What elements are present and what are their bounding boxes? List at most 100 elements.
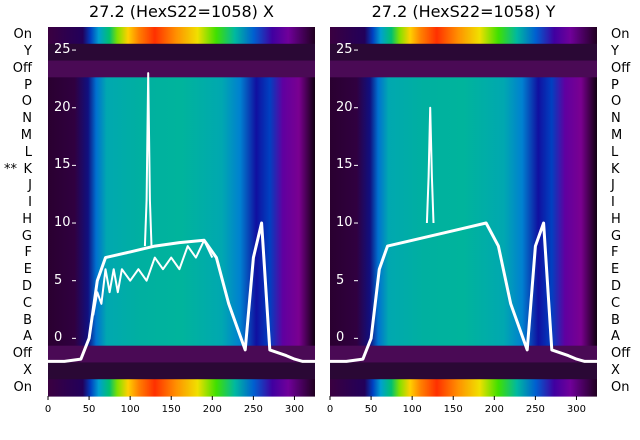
x-tick-label: 250: [525, 404, 545, 415]
row-label: Y: [611, 44, 619, 60]
row-label: G: [21, 228, 32, 244]
y-tick-label: 15: [336, 157, 353, 173]
row-label: L: [611, 144, 619, 160]
heatmap-row-y: [48, 43, 315, 62]
heatmap-row-b: [48, 312, 315, 330]
heatmap-row-d: [48, 278, 315, 296]
heatmap-row-p: [330, 77, 597, 95]
row-marker: **: [4, 161, 17, 177]
row-label: K: [611, 161, 620, 177]
row-label: Off: [611, 346, 631, 362]
y-tick-label: 10: [54, 215, 71, 231]
heatmap-row-on: [48, 27, 315, 45]
heatmap-row-c: [48, 295, 315, 313]
x-tick-label: 250: [243, 404, 263, 415]
x-tick-label: 300: [566, 404, 586, 415]
heatmap-row-y: [330, 43, 597, 62]
y-tick-label: 10: [336, 215, 353, 231]
series-line-0: [48, 221, 315, 363]
row-label: F: [24, 245, 32, 261]
x-tick-label: 0: [326, 404, 334, 415]
row-label: I: [611, 195, 615, 211]
series-line-1: [92, 239, 214, 316]
heatmap-row-m: [48, 127, 315, 146]
row-label: Off: [12, 346, 32, 362]
x-tick-label: 200: [202, 404, 222, 415]
heatmap-row-g: [48, 228, 315, 246]
heatmap-row-n: [330, 110, 597, 129]
x-tick-label: 150: [443, 404, 463, 415]
heatmap-row-p: [48, 77, 315, 95]
row-label: H: [22, 211, 32, 227]
row-label: M: [20, 128, 32, 144]
row-label: N: [22, 111, 32, 127]
heatmap-row-j: [330, 177, 597, 196]
row-label: L: [24, 144, 32, 160]
row-label: E: [611, 262, 620, 278]
heatmap-row-a: [330, 328, 597, 347]
row-label: C: [611, 295, 621, 311]
heatmap-row-h: [330, 211, 597, 229]
heatmap-row-n: [48, 110, 315, 129]
row-label: I: [28, 195, 32, 211]
heatmap-row-x: [48, 362, 315, 380]
row-label: C: [22, 295, 32, 311]
row-label: On: [611, 379, 630, 395]
x-tick-label: 50: [364, 404, 378, 415]
heatmap-row-x: [330, 362, 597, 380]
heatmap-row-o: [330, 94, 597, 112]
heatmap-row-l: [48, 144, 315, 162]
x-tick-label: 300: [284, 404, 304, 415]
heatmap-row-c: [330, 295, 597, 313]
row-label: On: [13, 27, 32, 43]
row-label: J: [28, 178, 32, 194]
row-label: E: [23, 262, 32, 278]
heatmap-row-off: [48, 345, 315, 364]
heatmap-row-on: [330, 27, 597, 45]
row-label: G: [611, 228, 622, 244]
heatmap-row-d: [330, 278, 597, 296]
y-tick-label: 15: [54, 157, 71, 173]
row-label: A: [611, 329, 620, 345]
row-label: P: [24, 77, 32, 93]
row-label: Off: [611, 60, 631, 76]
heatmap-row-k: [330, 161, 597, 179]
x-tick-label: 150: [161, 404, 181, 415]
row-label: D: [21, 278, 32, 294]
heatmap-row-a: [48, 328, 315, 347]
y-tick-label: 20: [336, 99, 353, 115]
row-label: Y: [24, 44, 32, 60]
row-label: N: [611, 111, 621, 127]
heatmap-row-h: [48, 211, 315, 229]
heatmap-row-on: [330, 379, 597, 397]
heatmap-row-m: [330, 127, 597, 146]
heatmap-row-e: [330, 261, 597, 280]
heatmap-row-g: [330, 228, 597, 246]
series-line-2: [143, 72, 153, 247]
heatmap-row-i: [48, 194, 315, 213]
y-tick-label: 25: [336, 42, 353, 58]
chart-title: 27.2 (HexS22=1058) X: [89, 2, 274, 21]
heatmap-row-i: [330, 194, 597, 213]
heatmap-row-on: [48, 379, 315, 397]
heatmap-row-o: [48, 94, 315, 112]
heatmap-row-k: [48, 161, 315, 179]
heatmap-row-b: [330, 312, 597, 330]
row-label: D: [611, 278, 622, 294]
series-line-1: [425, 106, 435, 224]
y-tick-label: 0: [54, 330, 63, 346]
x-tick-label: 100: [120, 404, 140, 415]
row-label: On: [13, 379, 32, 395]
row-label: O: [21, 94, 32, 110]
x-tick-label: 0: [44, 404, 52, 415]
x-tick-label: 50: [82, 404, 96, 415]
heatmap-row-f: [330, 245, 597, 263]
row-label: Off: [12, 60, 32, 76]
heatmap-row-f: [48, 245, 315, 263]
row-label: J: [611, 178, 615, 194]
y-tick-label: 5: [54, 272, 63, 288]
row-label: H: [611, 211, 621, 227]
y-tick-label: 25: [54, 42, 71, 58]
y-tick-label: 20: [54, 99, 71, 115]
row-label: X: [611, 362, 620, 378]
